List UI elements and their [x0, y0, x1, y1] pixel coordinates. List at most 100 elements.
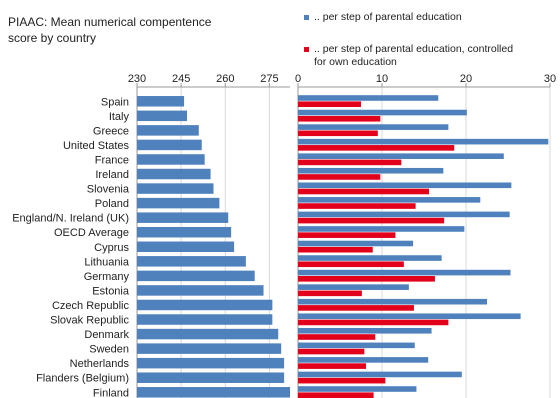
category-label: Slovenia [87, 184, 130, 196]
legend-label-blue: .. per step of parental education [314, 11, 462, 23]
left-x-tick-label: 245 [172, 73, 190, 85]
right-bar-parental [298, 342, 415, 349]
left-x-tick-label: 275 [260, 73, 278, 85]
category-label: Slovak Republic [50, 315, 129, 327]
right-bar-parental [298, 153, 504, 159]
right-bar-parental [298, 240, 414, 247]
right-bar-controlled [298, 246, 373, 253]
left-bar [137, 256, 246, 267]
left-bar [137, 154, 205, 165]
legend-label-red-line-2: for own education [314, 56, 397, 68]
left-bar [137, 270, 255, 282]
right-bar-controlled [298, 319, 449, 326]
left-bar [137, 226, 232, 238]
legend-swatch-blue [304, 15, 309, 20]
left-bar [137, 241, 235, 253]
category-label: England/N. Ireland (UK) [12, 213, 129, 225]
left-bar [137, 328, 279, 340]
right-bar-parental [298, 357, 429, 363]
right-bar-parental [298, 328, 432, 334]
right-bar-controlled [298, 261, 404, 268]
right-bar-controlled [298, 115, 381, 122]
category-label: Estonia [92, 285, 130, 297]
right-x-tick-label: 0 [295, 73, 301, 85]
right-bar-controlled [298, 290, 362, 297]
right-x-tick-label: 20 [460, 73, 472, 85]
category-label: Flanders (Belgium) [36, 373, 129, 385]
left-bar [137, 168, 211, 180]
right-bar-parental [298, 95, 439, 101]
left-bar [137, 183, 214, 194]
category-label: United States [63, 140, 130, 152]
right-bar-controlled [298, 232, 396, 238]
left-bar [137, 314, 273, 325]
left-bar [137, 285, 264, 296]
right-bar-controlled [298, 130, 378, 137]
category-label: Sweden [89, 344, 129, 356]
right-bar-controlled [298, 334, 376, 340]
right-bar-parental [298, 197, 481, 203]
chart-title-line-1: PIAAC: Mean numerical compentence [8, 15, 212, 29]
chart-title-line-2: score by country [8, 31, 97, 45]
right-bar-controlled [298, 305, 414, 311]
right-bar-parental [298, 109, 467, 116]
category-label: Ireland [95, 169, 129, 181]
left-x-tick-label: 260 [216, 73, 234, 85]
legend-label-red-line-1: .. per step of parental education, contr… [314, 43, 514, 55]
left-bar [137, 96, 185, 107]
category-label: OECD Average [54, 227, 129, 239]
right-bar-controlled [298, 392, 374, 398]
left-bar [137, 299, 273, 311]
right-bar-parental [298, 255, 442, 261]
category-label: Poland [95, 198, 129, 210]
right-x-tick-label: 30 [544, 73, 556, 85]
right-bar-controlled [298, 203, 416, 209]
category-label: Germany [84, 271, 130, 283]
right-bar-controlled [298, 101, 361, 107]
legend-swatch-red [304, 47, 309, 52]
right-bar-controlled [298, 159, 402, 166]
left-bar [137, 110, 188, 122]
right-bar-parental [298, 284, 409, 290]
right-bar-parental [298, 371, 462, 378]
right-bar-controlled [298, 188, 430, 195]
right-bar-parental [298, 269, 511, 276]
right-bar-controlled [298, 363, 367, 369]
right-bar-controlled [298, 348, 365, 355]
left-bar [137, 372, 285, 383]
left-bar [137, 212, 229, 223]
right-bar-controlled [298, 217, 445, 224]
category-label: Netherlands [70, 358, 130, 370]
category-label: France [95, 154, 129, 166]
left-bar [137, 343, 282, 354]
right-bar-controlled [298, 377, 386, 384]
right-x-tick-label: 10 [376, 73, 388, 85]
right-bar-controlled [298, 174, 381, 180]
left-bar [137, 139, 202, 151]
category-label: Denmark [84, 329, 129, 341]
right-bar-controlled [298, 276, 435, 282]
right-bar-parental [298, 124, 449, 130]
category-label: Czech Republic [52, 300, 130, 312]
right-bar-parental [298, 167, 444, 174]
category-label: Finland [93, 387, 129, 398]
left-bar [137, 387, 290, 398]
right-bar-parental [298, 298, 487, 305]
left-bar [137, 197, 220, 209]
category-label: Cyprus [94, 242, 129, 254]
right-bar-controlled [298, 145, 455, 151]
category-label: Lithuania [84, 256, 130, 268]
right-bar-parental [298, 211, 510, 218]
category-label: Italy [109, 111, 130, 123]
left-x-tick-label: 230 [128, 73, 146, 85]
right-bar-parental [298, 226, 465, 232]
right-bar-parental [298, 386, 417, 392]
category-label: Greece [93, 125, 129, 137]
left-bar [137, 125, 199, 136]
category-label: Spain [101, 96, 129, 108]
right-bar-parental [298, 182, 512, 189]
right-bar-parental [298, 138, 549, 145]
right-bar-parental [298, 313, 521, 320]
left-bar [137, 357, 285, 369]
